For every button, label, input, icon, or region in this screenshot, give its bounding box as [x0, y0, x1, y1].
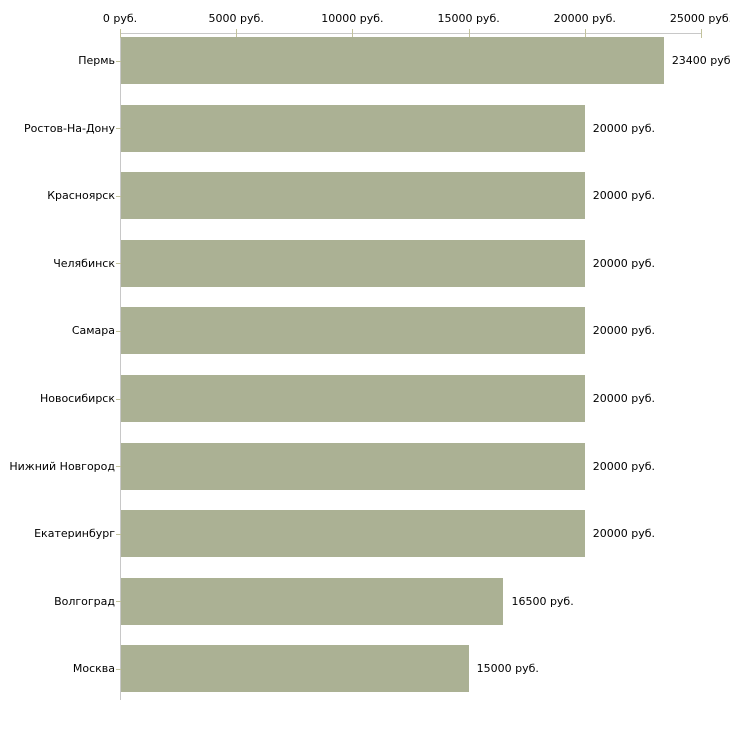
bar-value-label: 20000 руб.	[592, 459, 656, 473]
x-tick-label: 5000 руб.	[208, 12, 264, 25]
bar	[121, 442, 585, 490]
bar	[121, 104, 585, 152]
bar-value-label: 20000 руб.	[592, 392, 656, 405]
category-label: Москва	[72, 662, 115, 676]
category-label: Красноярск	[47, 189, 115, 203]
x-tick-mark	[468, 29, 470, 38]
y-tick-mark	[116, 128, 125, 129]
x-tick-mark	[701, 29, 702, 38]
category-label: Волгоград	[54, 594, 115, 608]
y-axis-line	[120, 33, 121, 700]
y-tick-mark	[116, 399, 125, 400]
bar	[121, 239, 585, 287]
category-label: Ростов-На-Дону	[23, 121, 115, 135]
x-tick-mark	[236, 29, 238, 38]
bar-value-label: 15000 руб.	[476, 662, 539, 676]
x-tick-mark	[352, 29, 354, 38]
x-tick-label: 25000 руб.	[669, 12, 730, 25]
x-tick-label: 20000 руб.	[553, 12, 616, 25]
y-tick-mark	[116, 196, 125, 197]
bar-value-label: 20000 руб.	[592, 256, 656, 270]
category-label: Пермь	[78, 54, 115, 67]
bar-value-label: 16500 руб.	[511, 594, 574, 608]
bar	[121, 375, 585, 422]
bar	[121, 37, 664, 84]
y-tick-mark	[116, 601, 125, 602]
bar	[121, 510, 585, 558]
category-label: Самара	[71, 324, 115, 338]
y-tick-mark	[116, 534, 125, 535]
y-tick-mark	[116, 466, 125, 467]
x-tick-mark	[584, 29, 586, 38]
y-tick-mark	[116, 331, 125, 332]
x-tick-label: 10000 руб.	[321, 12, 384, 25]
category-label: Челябинск	[53, 256, 115, 270]
bar	[121, 307, 585, 355]
y-tick-mark	[116, 263, 125, 264]
x-axis-line	[120, 33, 702, 34]
category-label: Нижний Новгород	[9, 459, 115, 473]
category-label: Новосибирск	[39, 392, 115, 405]
y-tick-mark	[116, 61, 125, 62]
category-label: Екатеринбург	[34, 527, 115, 541]
bar	[121, 577, 504, 625]
bar-value-label: 20000 руб.	[592, 527, 656, 541]
y-tick-mark	[116, 669, 125, 670]
x-tick-label: 0 руб.	[102, 12, 138, 25]
x-tick-mark	[120, 29, 121, 38]
bar	[121, 172, 585, 220]
x-tick-label: 15000 руб.	[437, 12, 500, 25]
bar-value-label: 20000 руб.	[592, 324, 656, 338]
bar	[121, 645, 469, 693]
bar-value-label: 20000 руб.	[592, 121, 656, 135]
bar-value-label: 23400 руб.	[671, 54, 730, 67]
bar-value-label: 20000 руб.	[592, 189, 656, 203]
